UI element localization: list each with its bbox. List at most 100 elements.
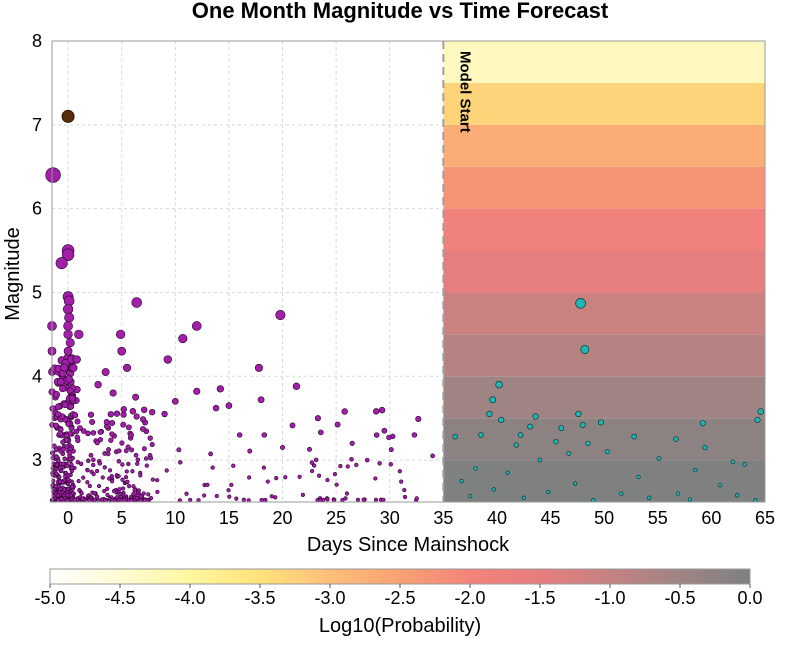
historical-point <box>140 426 146 432</box>
historical-point <box>126 461 131 467</box>
historical-point <box>155 489 160 495</box>
historical-point <box>171 398 179 405</box>
historical-point <box>66 486 71 491</box>
historical-point <box>123 475 129 480</box>
historical-point <box>311 463 317 468</box>
historical-point <box>117 487 122 492</box>
historical-point <box>161 410 168 418</box>
historical-point <box>69 484 75 490</box>
heatmap-cell <box>443 208 765 251</box>
forecast-observed-point <box>604 449 610 455</box>
historical-point <box>50 455 56 461</box>
heatmap-cell <box>443 334 765 377</box>
historical-point <box>373 476 378 481</box>
x-tick-label: 5 <box>117 508 127 528</box>
historical-point <box>135 493 140 498</box>
historical-point <box>316 473 322 478</box>
historical-point <box>106 447 112 453</box>
historical-point <box>75 459 81 465</box>
colorbar-tick-label: 0.0 <box>737 588 762 608</box>
historical-point <box>257 396 265 404</box>
historical-point <box>109 431 115 437</box>
historical-point <box>300 492 305 497</box>
historical-point <box>76 478 81 484</box>
historical-point <box>231 463 236 468</box>
forecast-observed-point <box>537 457 543 463</box>
historical-point <box>45 167 61 183</box>
historical-point <box>259 497 264 503</box>
x-axis-label: Days Since Mainshock <box>307 534 510 556</box>
x-tick-label: 65 <box>755 508 775 528</box>
colorbar-tick-label: -4.5 <box>104 588 135 608</box>
historical-point <box>261 465 266 470</box>
historical-point <box>289 422 296 429</box>
forecast-observed-point <box>597 419 604 426</box>
historical-point <box>72 497 77 503</box>
historical-point <box>59 468 64 474</box>
historical-point <box>214 493 219 499</box>
historical-point <box>254 363 263 372</box>
forecast-observed-point <box>513 442 519 448</box>
heatmap-cell <box>443 418 765 461</box>
historical-point <box>73 428 80 435</box>
historical-point <box>164 468 169 473</box>
historical-point <box>85 468 90 473</box>
colorbar-tick-label: -5.0 <box>34 588 65 608</box>
historical-point <box>411 432 418 438</box>
historical-point <box>143 456 149 461</box>
historical-point <box>388 462 393 467</box>
historical-point <box>130 469 135 474</box>
historical-point <box>105 492 110 498</box>
historical-point <box>127 484 132 489</box>
historical-point <box>227 494 232 499</box>
forecast-observed-point <box>757 408 764 415</box>
historical-point <box>265 479 270 484</box>
forecast-observed-point <box>495 380 503 389</box>
forecast-observed-point <box>452 433 458 440</box>
historical-point <box>74 329 84 340</box>
historical-point <box>105 486 110 491</box>
historical-point <box>57 377 65 386</box>
historical-point <box>81 475 86 480</box>
historical-point <box>241 497 246 502</box>
historical-point <box>378 406 386 414</box>
historical-point <box>297 474 302 479</box>
forecast-observed-point <box>575 298 586 309</box>
forecast-observed-point <box>521 495 526 500</box>
historical-point <box>338 463 343 469</box>
historical-point <box>88 452 94 458</box>
historical-point <box>102 465 107 470</box>
y-tick-label: 8 <box>32 31 42 51</box>
colorbar-tick-label: -1.5 <box>524 588 555 608</box>
historical-point <box>96 483 102 489</box>
historical-point <box>344 491 350 496</box>
historical-point <box>372 408 380 415</box>
historical-point <box>50 450 56 456</box>
historical-point <box>129 447 135 453</box>
historical-point <box>109 479 115 484</box>
historical-point <box>354 462 359 468</box>
y-tick-label: 7 <box>32 115 42 135</box>
historical-point <box>52 390 61 398</box>
historical-point <box>345 464 350 469</box>
colorbar-tick-label: -3.5 <box>244 588 275 608</box>
forecast-observed-point <box>575 410 582 418</box>
historical-point <box>283 475 288 480</box>
historical-point <box>274 476 279 481</box>
historical-point <box>59 497 64 502</box>
x-tick-label: 10 <box>165 508 185 528</box>
historical-point <box>148 455 154 461</box>
forecast-observed-point <box>734 493 740 498</box>
historical-point <box>97 429 104 435</box>
historical-point <box>64 312 75 323</box>
historical-point <box>90 430 97 436</box>
historical-point <box>71 412 79 419</box>
historical-point <box>205 482 210 487</box>
historical-point <box>318 429 324 436</box>
historical-point <box>63 346 73 356</box>
historical-point <box>114 495 119 500</box>
y-axis-label: Magnitude <box>2 227 24 320</box>
historical-point <box>147 435 153 441</box>
historical-point <box>107 476 112 481</box>
plot-frame <box>51 40 766 503</box>
